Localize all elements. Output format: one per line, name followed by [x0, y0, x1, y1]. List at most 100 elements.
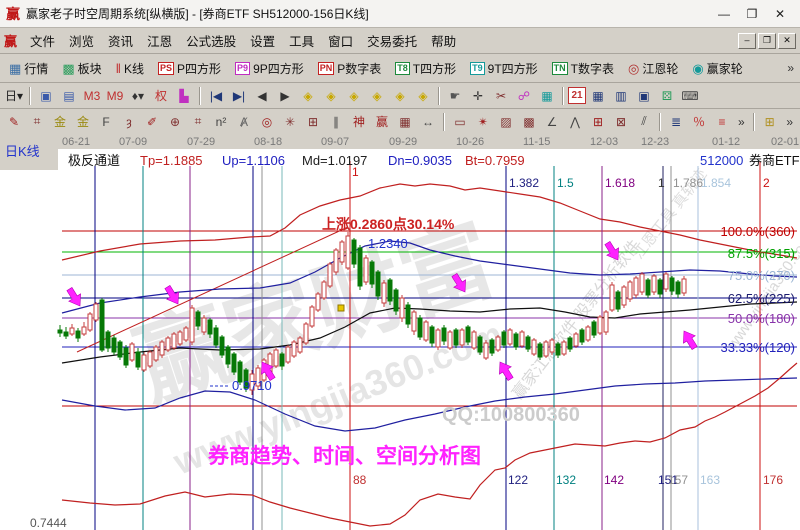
- date-axis-label: 08-18: [254, 136, 282, 148]
- draw-tool-icon-32[interactable]: ≡: [718, 114, 726, 129]
- toolbar-button-T四方形[interactable]: T8 T四方形: [389, 57, 462, 80]
- nav-tool-icon-14[interactable]: ◈: [303, 88, 313, 103]
- 9T四方形-icon: T9: [470, 61, 485, 75]
- draw-tool-icon-21[interactable]: ✴: [477, 114, 489, 129]
- nav-tool-icon-8[interactable]: ▙: [179, 88, 189, 103]
- draw-tool-icon-28[interactable]: ⫽: [641, 114, 647, 128]
- mdi-close-button[interactable]: ✕: [778, 32, 796, 49]
- nav-tool-icon-16[interactable]: ◈: [349, 88, 359, 103]
- nav-tool-icon-30[interactable]: ▣: [638, 88, 650, 103]
- toolbar-button-T数字表[interactable]: TN T数字表: [546, 57, 620, 80]
- grid-yellow-tool-icon[interactable]: ⊞: [764, 114, 775, 129]
- draw-tool-icon-8[interactable]: ⌗: [194, 114, 202, 128]
- nav-tool-icon-24[interactable]: ☍: [517, 88, 531, 103]
- nav-tool-icon-2[interactable]: ▣: [40, 88, 52, 103]
- draw-toolbar-chevron-2[interactable]: »: [786, 114, 793, 129]
- toolbar-button-9T四方形[interactable]: T9 9T四方形: [464, 57, 544, 80]
- draw-tool-icon-25[interactable]: ⋀: [570, 114, 580, 129]
- draw-tool-icon-14[interactable]: ∥: [333, 114, 339, 129]
- draw-tool-icon-15[interactable]: 神: [352, 115, 365, 129]
- nav-tool-icon-15[interactable]: ◈: [326, 88, 336, 103]
- menu-item-0[interactable]: 文件: [30, 35, 56, 49]
- menu-item-7[interactable]: 窗口: [328, 35, 354, 49]
- nav-tool-icon-3[interactable]: ▤: [63, 88, 75, 103]
- draw-tool-icon-12[interactable]: ✳: [284, 114, 296, 129]
- menu-item-2[interactable]: 资讯: [108, 35, 134, 49]
- toolbar-button-K线[interactable]: ‖ K线: [110, 57, 150, 80]
- nav-tool-icon-6[interactable]: ♦▾: [131, 88, 145, 103]
- draw-tool-icon-26[interactable]: ⊞: [592, 114, 604, 129]
- nav-tool-icon-22[interactable]: ✛: [472, 88, 484, 103]
- draw-toolbar-chevron-1[interactable]: »: [738, 114, 745, 129]
- draw-tool-icon-13[interactable]: ⊞: [307, 114, 319, 129]
- draw-tool-icon-18[interactable]: ↔: [422, 114, 434, 129]
- menu-item-9[interactable]: 帮助: [431, 35, 457, 49]
- draw-tool-icon-30[interactable]: ≣: [670, 114, 682, 129]
- nav-tool-icon-17[interactable]: ◈: [372, 88, 382, 103]
- window-title: 赢家老子时空周期系统[纵横版] - [券商ETF SH512000-156日K线…: [26, 7, 369, 21]
- toolbar-button-江恩轮[interactable]: ◎ 江恩轮: [622, 57, 684, 80]
- draw-tool-icon-7[interactable]: ⊕: [169, 114, 181, 129]
- draw-tool-icon-31[interactable]: ％: [692, 115, 705, 129]
- nav-tool-icon-23[interactable]: ✂: [495, 88, 507, 103]
- nav-tool-icon-25[interactable]: ▦: [541, 88, 553, 103]
- mdi-restore-button[interactable]: ❐: [758, 32, 776, 49]
- K线-icon: ‖: [115, 60, 121, 76]
- nav-tool-icon-27[interactable]: 21: [568, 87, 586, 104]
- toolbar-button-板块[interactable]: ▩ 板块: [56, 57, 107, 80]
- toolbar-button-9P四方形[interactable]: P9 9P四方形: [229, 57, 310, 80]
- toolbar-button-P数字表[interactable]: PN P数字表: [312, 57, 388, 80]
- nav-tool-icon-21[interactable]: ☛: [449, 88, 461, 103]
- maximize-button[interactable]: ❐: [746, 6, 758, 21]
- nav-tool-icon-28[interactable]: ▦: [592, 88, 604, 103]
- draw-tool-icon-20[interactable]: ▭: [454, 114, 466, 129]
- nav-tool-icon-0[interactable]: 日▾: [4, 89, 24, 103]
- nav-tool-icon-12[interactable]: ◀: [257, 88, 267, 103]
- nav-tool-icon-32[interactable]: ⌨: [681, 88, 699, 103]
- nav-tool-icon-11[interactable]: ▶|: [232, 88, 246, 103]
- minimize-button[interactable]: —: [718, 6, 730, 21]
- mdi-minimize-button[interactable]: –: [738, 32, 756, 49]
- nav-tool-icon-13[interactable]: ▶: [280, 88, 290, 103]
- draw-tool-icon-27[interactable]: ⊠: [615, 114, 627, 129]
- menu-item-3[interactable]: 江恩: [147, 35, 173, 49]
- draw-tool-icon-1[interactable]: ⌗: [33, 114, 41, 128]
- close-button[interactable]: ✕: [774, 6, 786, 21]
- draw-tool-icon-9[interactable]: n²: [215, 114, 227, 129]
- toolbar-button-P四方形[interactable]: PS P四方形: [152, 57, 227, 80]
- menu-item-5[interactable]: 设置: [250, 35, 276, 49]
- signal-arrow-down: [604, 241, 619, 261]
- draw-tool-icon-22[interactable]: ▨: [500, 114, 512, 129]
- menu-item-4[interactable]: 公式选股: [186, 35, 237, 49]
- nav-tool-icon-7[interactable]: 权: [154, 89, 167, 103]
- nav-tool-icon-4[interactable]: M3: [83, 88, 101, 103]
- chart-label: 87.5%(315): [728, 246, 795, 261]
- draw-tool-icon-16[interactable]: 赢: [375, 115, 388, 129]
- toolbar-overflow-chevron[interactable]: »: [787, 61, 794, 75]
- menu-item-8[interactable]: 交易委托: [367, 35, 418, 49]
- draw-tool-icon-3[interactable]: 金: [76, 115, 89, 129]
- gridline-layer: [62, 161, 797, 530]
- draw-tool-icon-2[interactable]: 金: [53, 115, 66, 129]
- kline-chart-area[interactable]: 赢家财富 www.yingjia360.com 赢家江恩软件 股票分析软件 www.y…: [0, 132, 800, 530]
- draw-tool-icon-11[interactable]: ◎: [261, 114, 273, 129]
- nav-tool-icon-29[interactable]: ▥: [615, 88, 627, 103]
- draw-tool-icon-24[interactable]: ∠: [546, 114, 558, 129]
- nav-tool-icon-31[interactable]: ⚄: [661, 88, 673, 103]
- draw-tool-icon-0[interactable]: ✎: [8, 114, 20, 129]
- menu-item-6[interactable]: 工具: [289, 35, 315, 49]
- draw-tool-icon-5[interactable]: ȝ: [126, 114, 132, 129]
- draw-tool-icon-10[interactable]: Ⱥ: [239, 114, 248, 129]
- nav-tool-icon-18[interactable]: ◈: [395, 88, 405, 103]
- toolbar-button-赢家轮[interactable]: ◉ 赢家轮: [686, 57, 748, 80]
- draw-tool-icon-17[interactable]: ▦: [399, 114, 411, 129]
- nav-tool-icon-19[interactable]: ◈: [418, 88, 428, 103]
- draw-tool-icon-6[interactable]: ✐: [146, 114, 158, 129]
- toolbar-separator: [659, 112, 661, 131]
- menu-item-1[interactable]: 浏览: [69, 35, 95, 49]
- draw-tool-icon-23[interactable]: ▩: [523, 114, 535, 129]
- nav-tool-icon-5[interactable]: M9: [106, 88, 124, 103]
- nav-tool-icon-10[interactable]: |◀: [209, 88, 223, 103]
- draw-tool-icon-4[interactable]: F: [102, 114, 110, 129]
- toolbar-button-行情[interactable]: ▦ 行情: [3, 57, 54, 80]
